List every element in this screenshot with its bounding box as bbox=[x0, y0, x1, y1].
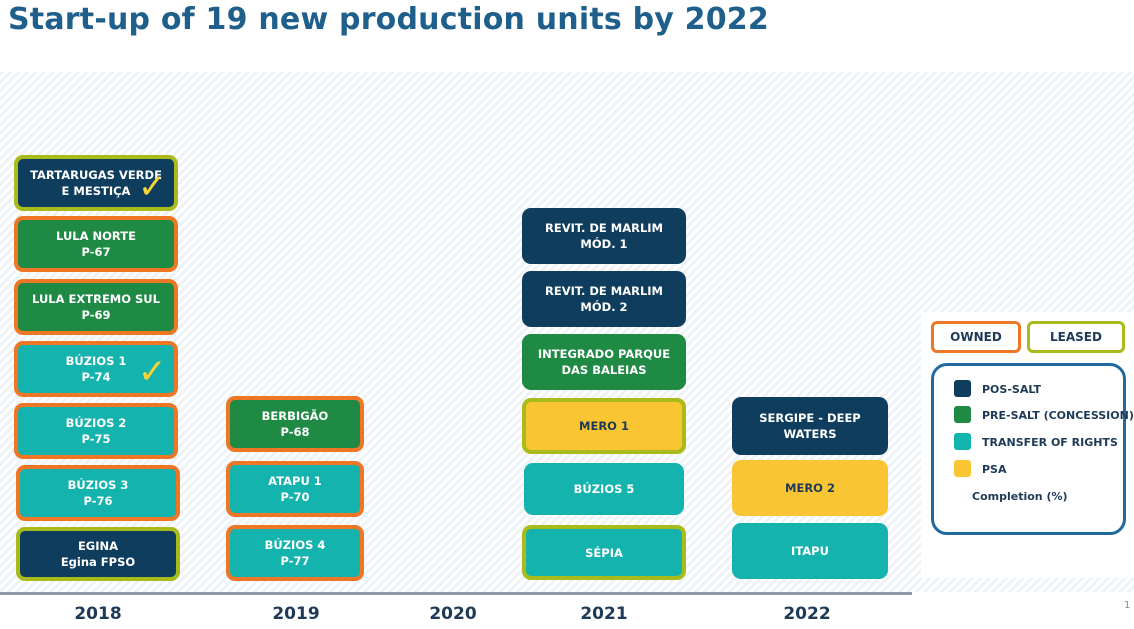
unit-name: ITAPU bbox=[791, 544, 829, 558]
unit-name: LULA NORTE bbox=[56, 229, 136, 243]
pre-salt-swatch bbox=[954, 406, 971, 423]
unit-name: BÚZIOS 5 bbox=[573, 482, 635, 496]
unit-berbigao: BERBIGÃO P-68 bbox=[226, 396, 364, 452]
unit-buzios-5: BÚZIOS 5 bbox=[524, 463, 684, 515]
unit-lula-norte: LULA NORTE P-67 bbox=[14, 216, 178, 272]
unit-name: ATAPU 1 bbox=[268, 474, 322, 488]
unit-name: SERGIPE - DEEP bbox=[759, 411, 861, 425]
unit-subname: MÓD. 2 bbox=[580, 300, 628, 314]
year-2018: 2018 bbox=[74, 604, 122, 624]
legend-pre-salt: PRE-SALT (CONCESSION) bbox=[982, 409, 1134, 422]
unit-itapu: ITAPU bbox=[732, 523, 888, 579]
unit-mero-2: MERO 2 bbox=[732, 460, 888, 516]
unit-subname: P-70 bbox=[280, 490, 310, 504]
unit-name: BÚZIOS 1 bbox=[65, 354, 127, 368]
unit-sergipe-deep-waters: SERGIPE - DEEP WATERS bbox=[732, 397, 888, 455]
unit-subname: P-75 bbox=[81, 432, 111, 446]
unit-revit-marlim-2: REVIT. DE MARLIM MÓD. 2 bbox=[522, 271, 686, 327]
year-2020: 2020 bbox=[429, 604, 477, 624]
legend-owned: OWNED bbox=[931, 321, 1021, 353]
unit-name: BERBIGÃO bbox=[261, 409, 329, 423]
unit-name: LULA EXTREMO SUL bbox=[32, 292, 160, 306]
unit-name: BÚZIOS 2 bbox=[65, 416, 127, 430]
unit-subname: P-68 bbox=[280, 425, 310, 439]
unit-name: SÉPIA bbox=[585, 545, 623, 560]
year-2022: 2022 bbox=[783, 604, 831, 624]
unit-egina: EGINA Egina FPSO bbox=[16, 527, 180, 581]
unit-name: INTEGRADO PARQUE bbox=[537, 347, 671, 361]
unit-mero-1: MERO 1 bbox=[522, 398, 686, 454]
unit-subname: P-67 bbox=[81, 245, 111, 259]
unit-name: REVIT. DE MARLIM bbox=[544, 221, 663, 235]
unit-buzios-3: BÚZIOS 3 P-76 bbox=[16, 465, 180, 521]
unit-name: BÚZIOS 3 bbox=[67, 478, 129, 492]
unit-buzios-1: BÚZIOS 1 P-74 bbox=[14, 341, 178, 397]
legend-color-key: POS-SALT PRE-SALT (CONCESSION) TRANSFER … bbox=[931, 363, 1134, 535]
unit-subname: P-76 bbox=[83, 494, 113, 508]
unit-lula-extremo-sul: LULA EXTREMO SUL P-69 bbox=[14, 279, 178, 335]
page-title: Start-up of 19 new production units by 2… bbox=[8, 2, 769, 37]
unit-subname: P-77 bbox=[280, 554, 310, 568]
psa-swatch bbox=[954, 460, 971, 477]
page-number: 1 bbox=[1124, 600, 1131, 611]
transfer-of-rights-swatch bbox=[954, 433, 971, 450]
legend-psa: PSA bbox=[982, 463, 1007, 476]
unit-integrado-parque-baleias: INTEGRADO PARQUE DAS BALEIAS bbox=[522, 334, 686, 390]
unit-subname: P-74 bbox=[81, 370, 111, 384]
legend-leased: LEASED bbox=[1027, 321, 1125, 353]
unit-buzios-2: BÚZIOS 2 P-75 bbox=[14, 403, 178, 459]
unit-name: REVIT. DE MARLIM bbox=[544, 284, 663, 298]
unit-name: EGINA bbox=[77, 539, 119, 553]
completed-check-icon: ✓ bbox=[138, 167, 167, 207]
year-2021: 2021 bbox=[580, 604, 628, 624]
legend-transfer-of-rights: TRANSFER OF RIGHTS bbox=[982, 436, 1118, 449]
unit-revit-marlim-1: REVIT. DE MARLIM MÓD. 1 bbox=[522, 208, 686, 264]
year-2019: 2019 bbox=[272, 604, 320, 624]
unit-subname: P-69 bbox=[81, 308, 111, 322]
pos-salt-swatch bbox=[954, 380, 971, 397]
unit-subname: DAS BALEIAS bbox=[561, 363, 647, 377]
unit-name: MERO 2 bbox=[785, 481, 835, 495]
unit-tartarugas-verde: TARTARUGAS VERDE E MESTIÇA bbox=[14, 155, 178, 211]
unit-subname: Egina FPSO bbox=[60, 555, 136, 569]
unit-sepia: SÉPIA bbox=[522, 525, 686, 580]
unit-subname: WATERS bbox=[783, 427, 837, 441]
timeline-axis bbox=[0, 592, 912, 595]
unit-name: TARTARUGAS VERDE bbox=[30, 168, 162, 182]
completed-check-icon: ✓ bbox=[138, 352, 167, 392]
unit-subname: E MESTIÇA bbox=[61, 184, 131, 198]
unit-name: BÚZIOS 4 bbox=[264, 538, 326, 552]
legend-pos-salt: POS-SALT bbox=[982, 383, 1042, 396]
unit-buzios-4: BÚZIOS 4 P-77 bbox=[226, 525, 364, 581]
unit-name: MERO 1 bbox=[579, 419, 629, 433]
unit-subname: MÓD. 1 bbox=[580, 237, 628, 251]
legend-completion: Completion (%) bbox=[972, 490, 1068, 503]
unit-atapu-1: ATAPU 1 P-70 bbox=[226, 461, 364, 517]
